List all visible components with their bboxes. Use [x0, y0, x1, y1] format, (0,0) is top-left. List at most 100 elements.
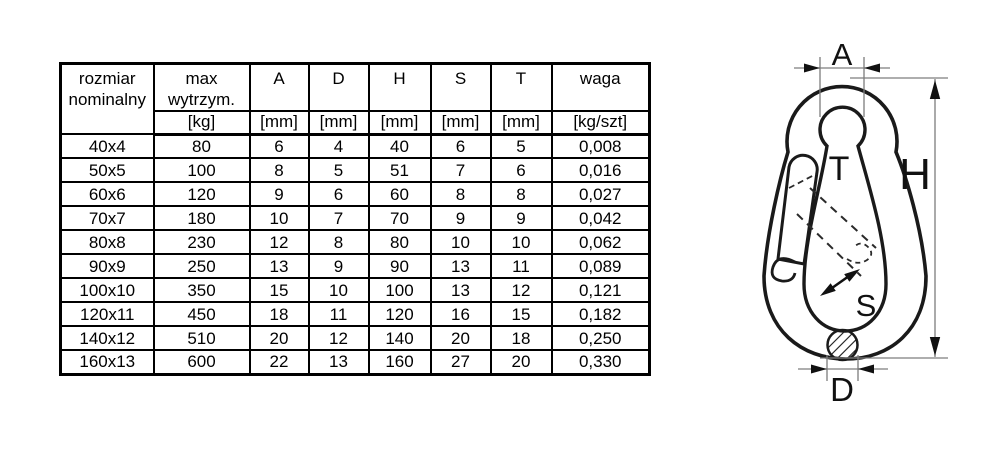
dim-label-d: D: [830, 371, 854, 408]
cell-value: 13: [307, 349, 370, 375]
cell-value: 6: [307, 181, 370, 207]
spec-row: 80x8 230 12 8 80 10 10 0,062: [59, 229, 651, 255]
cell-value: 5: [307, 157, 370, 183]
cell-value: 8: [248, 157, 310, 183]
cell-value: 4: [307, 133, 370, 159]
cell-nominal-size: 50x5: [59, 157, 155, 183]
cell-value: 20: [248, 325, 310, 351]
cell-value: 510: [152, 325, 251, 351]
cell-value: 0,250: [550, 325, 651, 351]
cell-value: 0,182: [550, 301, 651, 327]
col-header-t: T: [489, 62, 553, 112]
cell-value: 0,330: [550, 349, 651, 375]
cell-value: 9: [429, 205, 492, 231]
cell-value: 18: [248, 301, 310, 327]
cell-value: 0,008: [550, 133, 651, 159]
spec-row: 70x7 180 10 7 70 9 9 0,042: [59, 205, 651, 231]
cell-value: 12: [489, 277, 553, 303]
gate-tip-curl: [770, 257, 797, 283]
unit-mm-h: [mm]: [367, 110, 432, 136]
cell-value: 0,121: [550, 277, 651, 303]
unit-mm-s: [mm]: [429, 110, 492, 136]
cell-value: 6: [248, 133, 310, 159]
cell-value: 9: [307, 253, 370, 279]
cell-value: 0,089: [550, 253, 651, 279]
spec-row: 120x11 450 18 11 120 16 15 0,182: [59, 301, 651, 327]
cell-value: 8: [307, 229, 370, 255]
cell-value: 9: [489, 205, 553, 231]
cell-value: 60: [367, 181, 432, 207]
gate-opening-arrow: [820, 269, 860, 296]
cell-value: 20: [489, 349, 553, 375]
cell-value: 8: [489, 181, 553, 207]
unit-mm-d: [mm]: [307, 110, 370, 136]
cell-value: 12: [307, 325, 370, 351]
cell-value: 450: [152, 301, 251, 327]
cell-value: 5: [489, 133, 553, 159]
dimension-d: D: [798, 355, 888, 408]
cell-value: 80: [152, 133, 251, 159]
cell-value: 140: [367, 325, 432, 351]
cell-value: 250: [152, 253, 251, 279]
cell-value: 6: [429, 133, 492, 159]
cell-value: 90: [367, 253, 432, 279]
cell-value: 27: [429, 349, 492, 375]
cell-value: 70: [367, 205, 432, 231]
cell-value: 100: [152, 157, 251, 183]
cell-value: 100: [367, 277, 432, 303]
col-header-a: A: [248, 62, 310, 112]
gate: [770, 153, 819, 283]
cell-value: 7: [307, 205, 370, 231]
cell-value: 160: [367, 349, 432, 375]
dimension-a: A: [794, 37, 890, 117]
cell-value: 6: [489, 157, 553, 183]
cell-nominal-size: 80x8: [59, 229, 155, 255]
cell-nominal-size: 90x9: [59, 253, 155, 279]
cell-value: 7: [429, 157, 492, 183]
spec-table-header: rozmiar nominalny max wytrzym. A D H S T…: [59, 62, 651, 136]
cell-value: 10: [429, 229, 492, 255]
cell-nominal-size: 40x4: [59, 133, 155, 159]
spec-row: 100x10 350 15 10 100 13 12 0,121: [59, 277, 651, 303]
spec-row: 90x9 250 13 9 90 13 11 0,089: [59, 253, 651, 279]
cell-value: 9: [248, 181, 310, 207]
spec-row: 160x13 600 22 13 160 27 20 0,330: [59, 349, 651, 375]
cell-nominal-size: 60x6: [59, 181, 155, 207]
wire-cross-section: [826, 328, 859, 362]
col-header-s: S: [429, 62, 492, 112]
cell-value: 0,016: [550, 157, 651, 183]
dimension-h: H: [820, 77, 948, 359]
spec-row: 60x6 120 9 6 60 8 8 0,027: [59, 181, 651, 207]
cell-value: 15: [248, 277, 310, 303]
cell-value: 13: [429, 277, 492, 303]
cell-value: 20: [429, 325, 492, 351]
cell-value: 22: [248, 349, 310, 375]
dim-label-h: H: [899, 150, 931, 199]
unit-mm-a: [mm]: [248, 110, 310, 136]
dim-label-s: S: [856, 288, 877, 323]
cell-value: 10: [489, 229, 553, 255]
unit-kg-szt: [kg/szt]: [550, 110, 651, 136]
spec-row: 140x12 510 20 12 140 20 18 0,250: [59, 325, 651, 351]
cell-value: 12: [248, 229, 310, 255]
col-header-waga: waga: [550, 62, 651, 112]
cell-value: 40: [367, 133, 432, 159]
spec-row: 50x5 100 8 5 51 7 6 0,016: [59, 157, 651, 183]
col-header-d: D: [307, 62, 370, 112]
cell-value: 0,062: [550, 229, 651, 255]
cell-value: 10: [248, 205, 310, 231]
spec-table-body: 40x4 80 6 4 40 6 5 0,008 50x5 100 8 5 51 7 6 0,016 60x6 1…: [59, 133, 651, 375]
dim-label-a: A: [832, 37, 853, 72]
gate-open-dashed: [788, 173, 877, 277]
cell-value: 350: [152, 277, 251, 303]
cell-value: 16: [429, 301, 492, 327]
cell-value: 10: [307, 277, 370, 303]
carabiner-diagram: A H D T S: [762, 37, 948, 408]
cell-nominal-size: 140x12: [59, 325, 155, 351]
cell-value: 230: [152, 229, 251, 255]
cell-value: 8: [429, 181, 492, 207]
cell-value: 13: [429, 253, 492, 279]
unit-mm-t: [mm]: [489, 110, 553, 136]
cell-value: 180: [152, 205, 251, 231]
